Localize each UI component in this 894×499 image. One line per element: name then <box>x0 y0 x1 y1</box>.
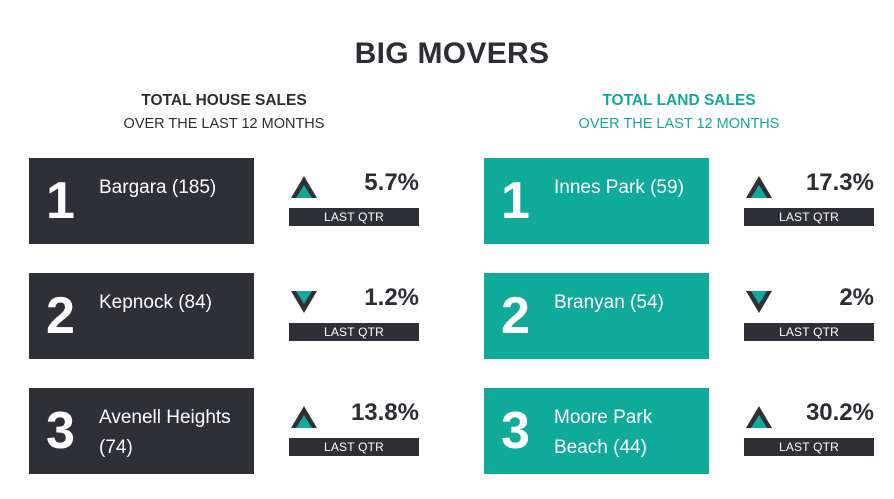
house-mover-card: 2 Kepnock (84) <box>29 273 254 359</box>
change-value: 30.2% <box>805 399 874 426</box>
rank-number: 3 <box>501 402 530 460</box>
house-mover-row: 3 Avenell Heights (74) 13.8% LAST QTR <box>29 388 419 474</box>
suburb-name: Branyan (54) <box>554 292 664 313</box>
trend-down-icon <box>291 291 317 313</box>
land-mover-row: 1 Innes Park (59) 17.3% LAST QTR <box>484 158 874 244</box>
house-sales-heading: TOTAL HOUSE SALES <box>141 92 307 109</box>
suburb-name: Avenell Heights (74) <box>99 407 231 458</box>
suburb-name: Bargara (185) <box>99 177 217 198</box>
change-value: 17.3% <box>805 169 874 196</box>
rank-number: 2 <box>46 287 75 345</box>
period-label: LAST QTR <box>744 323 874 341</box>
period-label: LAST QTR <box>744 208 874 226</box>
land-mover-row: 2 Branyan (54) 2% LAST QTR <box>484 273 874 359</box>
trend-up-icon <box>746 176 772 198</box>
trend-down-icon <box>746 291 772 313</box>
house-mover-card: 3 Avenell Heights (74) <box>29 388 254 474</box>
change-value: 13.8% <box>350 399 419 426</box>
house-mover-row: 2 Kepnock (84) 1.2% LAST QTR <box>29 273 419 359</box>
period-label: LAST QTR <box>744 438 874 456</box>
land-sales-subheading: OVER THE LAST 12 MONTHS <box>578 116 780 132</box>
land-mover-card: 2 Branyan (54) <box>484 273 709 359</box>
period-label: LAST QTR <box>289 438 419 456</box>
rank-number: 1 <box>46 172 75 230</box>
change-value: 5.7% <box>364 169 419 196</box>
page-title: BIG MOVERS <box>354 37 550 70</box>
house-sales-section: TOTAL HOUSE SALES OVER THE LAST 12 MONTH… <box>29 0 454 499</box>
rank-number: 1 <box>501 172 530 230</box>
rank-number: 2 <box>501 287 530 345</box>
trend-up-icon <box>291 176 317 198</box>
land-sales-heading: TOTAL LAND SALES <box>602 92 756 109</box>
suburb-name: Innes Park (59) <box>554 177 684 198</box>
period-label: LAST QTR <box>289 208 419 226</box>
change-value: 2% <box>839 284 874 311</box>
house-mover-row: 1 Bargara (185) 5.7% LAST QTR <box>29 158 419 244</box>
land-sales-section: TOTAL LAND SALES OVER THE LAST 12 MONTHS… <box>484 0 894 499</box>
land-mover-card: 1 Innes Park (59) <box>484 158 709 244</box>
house-sales-header: TOTAL HOUSE SALES OVER THE LAST 12 MONTH… <box>29 92 419 132</box>
house-mover-card: 1 Bargara (185) <box>29 158 254 244</box>
trend-up-icon <box>746 406 772 428</box>
suburb-name: Moore Park Beach (44) <box>554 407 653 458</box>
suburb-name: Kepnock (84) <box>99 292 213 313</box>
change-value: 1.2% <box>364 284 419 311</box>
land-sales-header: TOTAL LAND SALES OVER THE LAST 12 MONTHS <box>484 92 874 132</box>
trend-up-icon <box>291 406 317 428</box>
land-mover-card: 3 Moore Park Beach (44) <box>484 388 709 474</box>
period-label: LAST QTR <box>289 323 419 341</box>
house-sales-subheading: OVER THE LAST 12 MONTHS <box>123 116 325 132</box>
land-mover-row: 3 Moore Park Beach (44) 30.2% LAST QTR <box>484 388 874 474</box>
rank-number: 3 <box>46 402 75 460</box>
